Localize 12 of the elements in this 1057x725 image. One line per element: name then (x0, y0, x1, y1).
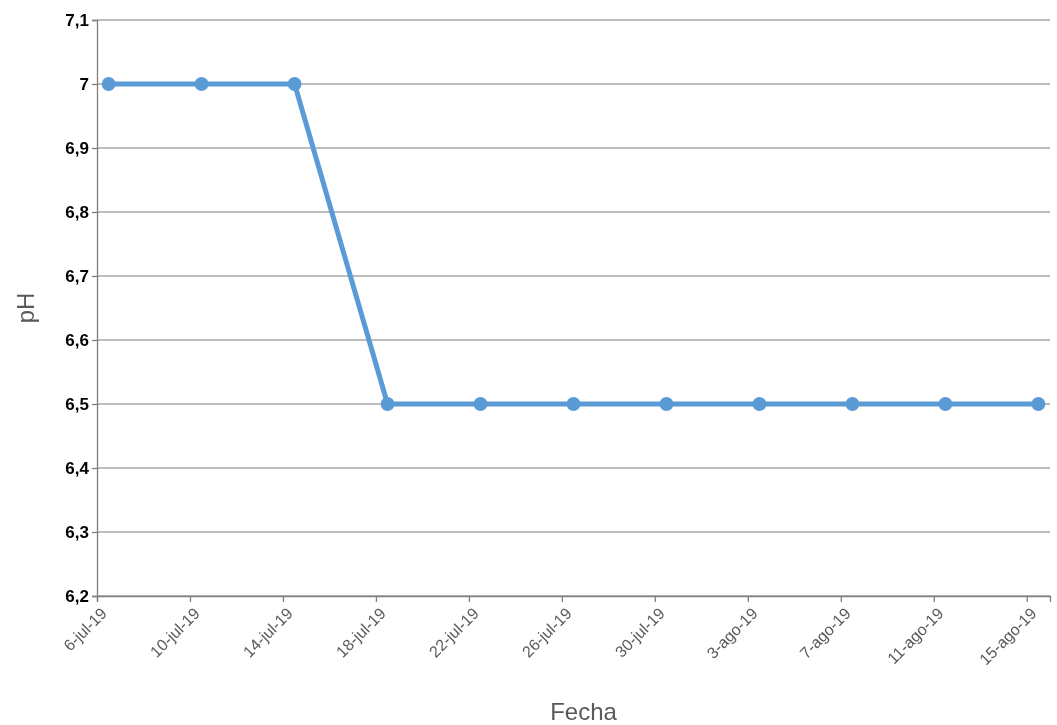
y-tick-label: 6,2 (65, 586, 89, 606)
x-axis-title: Fecha (550, 698, 618, 725)
y-tick-label: 7,1 (65, 10, 89, 30)
y-tick-label: 6,3 (65, 522, 89, 542)
y-tick-label: 6,5 (65, 394, 89, 414)
y-tick-label: 6,9 (65, 138, 89, 158)
y-tick-label: 6,6 (65, 330, 89, 350)
y-tick-label: 7 (79, 74, 89, 94)
y-tick-label: 6,4 (65, 458, 90, 478)
y-tick-label: 6,7 (65, 266, 89, 286)
y-axis-title: pH (12, 292, 39, 324)
y-tick-label: 6,8 (65, 202, 89, 222)
